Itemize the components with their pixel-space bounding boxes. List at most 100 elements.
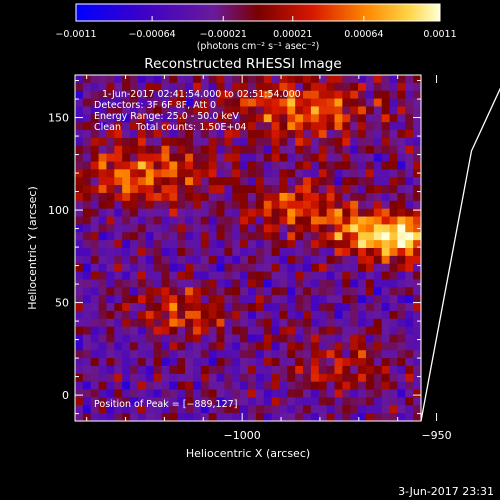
heatmap-cell [75, 271, 84, 281]
heatmap-cell [75, 169, 84, 178]
heatmap-cell [350, 137, 359, 147]
heatmap-cell [216, 365, 226, 375]
heatmap-cell [255, 373, 265, 383]
heatmap-cell [295, 177, 304, 186]
heatmap-cell [263, 318, 273, 328]
heatmap-cell [240, 365, 249, 375]
heatmap-cell [295, 381, 304, 391]
heatmap-cell [263, 365, 273, 375]
heatmap-cell [122, 295, 131, 304]
heatmap-cell [263, 350, 273, 359]
heatmap-cell [240, 303, 249, 312]
heatmap-cell [90, 145, 100, 155]
heatmap-cell [279, 90, 288, 100]
heatmap-cell [192, 82, 202, 92]
heatmap-cell [389, 365, 399, 375]
heatmap-cell [130, 208, 139, 218]
heatmap-cell [381, 318, 391, 328]
heatmap-cell [287, 310, 296, 320]
heatmap-cell [248, 326, 257, 336]
heatmap-cell [413, 397, 422, 406]
heatmap-cell [373, 232, 383, 241]
heatmap-cell [137, 295, 147, 304]
heatmap-cell [114, 255, 123, 265]
heatmap-cell [232, 161, 241, 170]
heatmap-cell [397, 271, 406, 281]
heatmap-cell [153, 350, 163, 359]
heatmap-cell [381, 342, 391, 351]
heatmap-cell [405, 200, 414, 210]
heatmap-cell [373, 365, 383, 375]
heatmap-cell [271, 310, 281, 320]
heatmap-cell [224, 342, 233, 351]
heatmap-cell [153, 358, 163, 367]
heatmap-cell [90, 303, 100, 312]
heatmap-cell [200, 192, 210, 202]
heatmap-cell [232, 169, 241, 178]
heatmap-cell [303, 295, 312, 304]
heatmap-cell [122, 90, 131, 100]
heatmap-cell [161, 216, 170, 226]
heatmap-cell [263, 334, 273, 343]
heatmap-cell [82, 279, 92, 288]
heatmap-cell [365, 373, 375, 383]
heatmap-cell [90, 389, 100, 399]
heatmap-cell [248, 342, 257, 351]
heatmap-cell [279, 287, 288, 296]
heatmap-cell [255, 295, 265, 304]
heatmap-cell [397, 287, 406, 296]
heatmap-cell [177, 342, 186, 351]
heatmap-cell [114, 177, 123, 186]
heatmap-cell [271, 255, 281, 265]
heatmap-cell [232, 381, 241, 391]
heatmap-cell [232, 185, 241, 194]
heatmap-cell [365, 350, 375, 359]
heatmap-cell [248, 255, 257, 265]
heatmap-cell [303, 358, 312, 367]
heatmap-cell [192, 240, 202, 249]
heatmap-cell [161, 192, 170, 202]
heatmap-cell [82, 365, 92, 375]
peak-position-label: Position of Peak = [−889,127] [94, 399, 237, 410]
heatmap-cell [177, 397, 186, 406]
heatmap-cell [303, 232, 312, 241]
heatmap-cell [413, 75, 422, 84]
heatmap-cell [263, 232, 273, 241]
heatmap-cell [200, 342, 210, 351]
heatmap-cell [405, 161, 414, 170]
heatmap-cell [114, 279, 123, 288]
heatmap-cell [161, 303, 170, 312]
heatmap-cell [208, 130, 218, 139]
heatmap-cell [326, 153, 336, 163]
heatmap-cell [185, 248, 194, 257]
heatmap-cell [248, 137, 257, 147]
heatmap-cell [303, 255, 312, 265]
heatmap-cell [350, 318, 359, 328]
heatmap-cell [106, 192, 115, 202]
heatmap-cell [216, 303, 226, 312]
heatmap-cell [114, 263, 123, 273]
heatmap-cell [358, 224, 367, 233]
heatmap-cell [208, 161, 218, 170]
heatmap-cell [318, 373, 328, 383]
heatmap-cell [153, 303, 163, 312]
heatmap-cell [114, 114, 123, 123]
heatmap-cell [326, 106, 336, 115]
heatmap-cell [389, 271, 399, 281]
heatmap-cell [82, 232, 92, 241]
heatmap-cell [318, 310, 328, 320]
heatmap-cell [342, 90, 351, 100]
heatmap-cell [303, 405, 312, 414]
heatmap-cell [114, 216, 123, 226]
heatmap-cell [310, 365, 320, 375]
heatmap-cell [224, 98, 233, 108]
heatmap-cell [389, 381, 399, 391]
heatmap-cell [413, 216, 422, 226]
heatmap-cell [271, 405, 281, 414]
heatmap-cell [145, 389, 155, 399]
heatmap-cell [122, 98, 131, 108]
heatmap-cell [90, 397, 100, 406]
heatmap-cell [200, 389, 210, 399]
heatmap-cell [310, 318, 320, 328]
